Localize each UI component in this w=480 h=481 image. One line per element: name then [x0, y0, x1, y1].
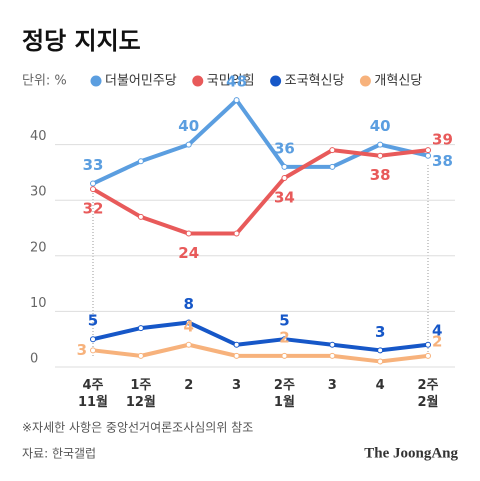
legend-dot: [270, 75, 282, 87]
data-point: [137, 213, 144, 220]
legend-dot: [192, 75, 204, 87]
y-tick-label: 40: [30, 129, 47, 144]
x-tick-label: 2주 2월: [417, 378, 439, 410]
data-point: [377, 141, 384, 148]
data-point: [233, 352, 240, 359]
x-tick-label: 1주 12월: [125, 378, 156, 410]
series-line: [91, 148, 429, 236]
series-line: [92, 98, 429, 186]
data-label: 39: [432, 131, 453, 149]
y-tick-label: 10: [30, 296, 47, 311]
data-label: 2: [279, 328, 289, 346]
data-label: 2: [432, 332, 442, 350]
x-tick-label: 2: [184, 378, 194, 393]
x-tick-label: 4주 11월: [77, 378, 109, 410]
chart-title: 정당 지지도: [22, 27, 141, 55]
data-point: [329, 341, 336, 348]
y-tick-label: 20: [30, 240, 47, 255]
data-label: 24: [178, 244, 199, 262]
brand: The JoongAng: [364, 445, 458, 461]
data-label: 38: [432, 152, 453, 170]
data-point: [90, 186, 96, 193]
data-label: 33: [83, 156, 104, 174]
data-label: 4: [432, 321, 442, 339]
series-line: [92, 342, 429, 364]
legend-dot: [90, 75, 102, 87]
data-point: [137, 158, 144, 165]
data-point: [185, 341, 192, 348]
x-tick-label: 4: [375, 378, 385, 393]
data-label: 40: [178, 117, 199, 135]
data-point: [233, 97, 240, 104]
data-point: [281, 352, 288, 359]
data-label: 3: [77, 341, 87, 359]
y-tick-label: 30: [30, 185, 47, 200]
note: ※자세한 사항은 중앙선거여론조사심의위 참조: [22, 421, 253, 435]
data-point: [137, 325, 144, 332]
data-point: [90, 180, 96, 187]
data-point: [377, 347, 384, 354]
data-label: 3: [375, 323, 385, 341]
data-point: [185, 319, 192, 326]
data-point: [90, 347, 96, 354]
x-tick-label: 3: [232, 378, 242, 393]
data-label: 5: [279, 312, 289, 330]
x-tick-label: 3: [327, 378, 337, 393]
legend-label: 조국혁신당: [285, 74, 345, 89]
data-point: [425, 352, 432, 359]
data-point: [329, 163, 336, 170]
source: 자료: 한국갤럽: [22, 447, 96, 461]
x-tick-label: 2주 1월: [273, 378, 295, 410]
data-point: [137, 352, 144, 359]
series-line: [92, 320, 429, 353]
data-label: 32: [83, 200, 104, 218]
data-label: 40: [370, 117, 391, 135]
unit: 단위: %: [22, 74, 67, 89]
data-point: [281, 163, 288, 170]
data-label: 34: [274, 188, 295, 206]
data-point: [233, 341, 240, 348]
legend-label: 개혁신당: [374, 74, 422, 89]
data-label: 4: [184, 317, 194, 335]
legend-label: 국민의힘: [207, 74, 255, 89]
data-point: [281, 174, 288, 181]
data-point: [185, 230, 192, 237]
data-point: [377, 358, 384, 365]
data-point: [281, 336, 288, 343]
legend-dot: [359, 75, 371, 87]
data-point: [329, 352, 336, 359]
data-label: 8: [184, 295, 194, 313]
data-label: 38: [370, 166, 391, 184]
data-point: [377, 152, 384, 159]
y-tick-label: 0: [30, 352, 38, 367]
data-point: [90, 336, 96, 343]
data-point: [425, 341, 432, 348]
data-point: [233, 230, 240, 237]
data-label: 36: [274, 139, 295, 157]
data-label: 5: [88, 312, 98, 330]
data-label: 48: [226, 73, 247, 91]
legend-label: 더불어민주당: [105, 74, 177, 89]
data-point: [425, 147, 432, 154]
data-point: [329, 147, 336, 154]
data-point: [425, 152, 432, 159]
data-point: [185, 141, 192, 148]
